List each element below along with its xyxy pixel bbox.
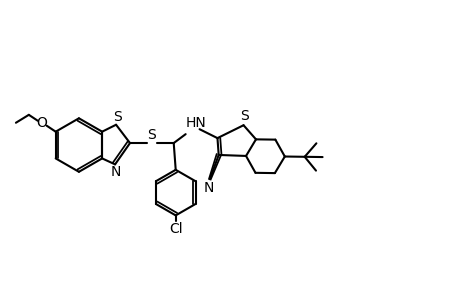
Text: N: N (111, 165, 121, 179)
Text: N: N (203, 181, 213, 195)
Text: Cl: Cl (168, 222, 182, 236)
Text: S: S (112, 110, 121, 124)
Text: HN: HN (185, 116, 206, 130)
Text: O: O (36, 116, 47, 130)
Text: S: S (240, 109, 248, 123)
Text: S: S (147, 128, 156, 142)
